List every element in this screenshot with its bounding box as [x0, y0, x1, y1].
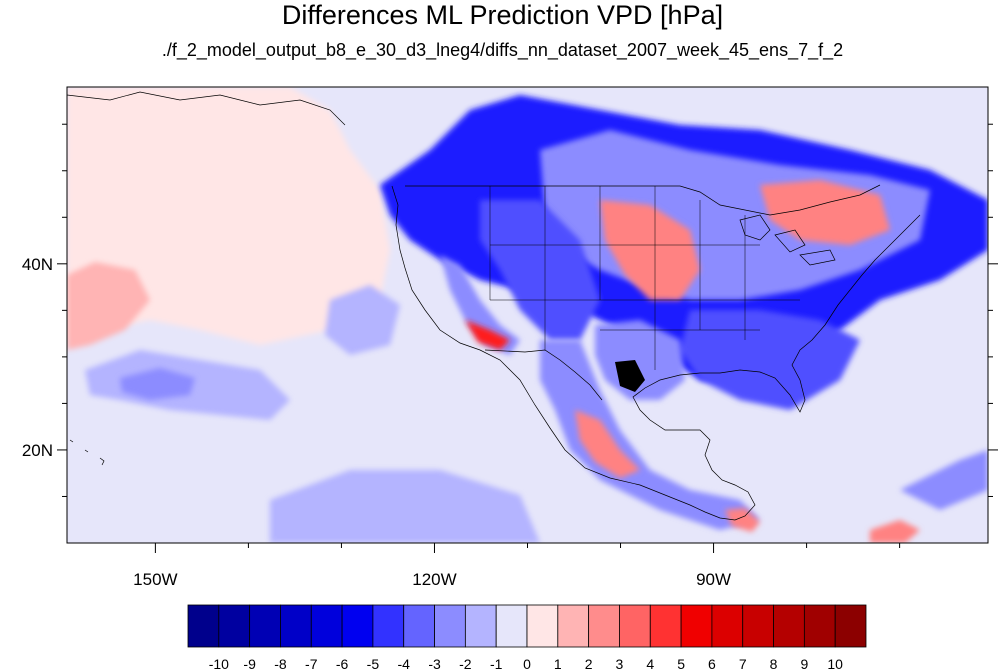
colorbar-level-label: -3 — [428, 656, 441, 672]
colorbar-swatch — [619, 604, 651, 648]
colorbar-level-label: 9 — [800, 656, 808, 672]
colorbar-labels: -10 -9 -8 -7 -6 -5 -4 -3 -2 -1 0 1 2 3 4 5 6 7 8 9 10 — [209, 656, 843, 672]
colorbar-level-label: 5 — [677, 656, 685, 672]
colorbar-swatch — [495, 604, 528, 648]
colorbar-swatch — [526, 604, 559, 648]
colorbar-swatch — [403, 604, 435, 648]
lon-tick-label: 150W — [133, 570, 177, 589]
colorbar-level-label: -1 — [490, 656, 503, 672]
anomaly-southeast-us-negative — [680, 310, 860, 410]
anomaly-mexico-negative — [540, 340, 760, 530]
anomaly-pacific-north-positive — [67, 87, 390, 345]
colorbar-level-label: -8 — [274, 656, 287, 672]
colorbar-swatch — [803, 604, 836, 648]
colorbar-swatch — [649, 604, 682, 648]
colorbar-swatch — [464, 604, 497, 648]
lat-tick-label: 40N — [22, 255, 53, 274]
anomaly-central-america-positive — [725, 508, 760, 532]
anomaly-texas-core-positive — [615, 360, 645, 392]
map-area — [67, 87, 988, 543]
hawaii-islands — [69, 439, 105, 466]
colorbar-swatch — [341, 604, 374, 648]
colorbar-level-label: -4 — [398, 656, 411, 672]
alaska-coastline — [67, 91, 346, 126]
colorbar-level-label: 4 — [646, 656, 654, 672]
anomaly-northern-plains-negative — [600, 200, 700, 300]
colorbar-level-label: -10 — [209, 656, 229, 672]
colorbar-level-label: 7 — [739, 656, 747, 672]
colorbar-swatch — [372, 604, 405, 648]
anomaly-rockies-negative — [480, 200, 600, 340]
colorbar-swatch — [588, 604, 620, 648]
lon-tick-label: 120W — [412, 570, 456, 589]
great-lakes — [739, 214, 836, 266]
us-state-borders — [489, 186, 800, 370]
us-canada-border — [405, 184, 881, 216]
anomaly-texas-positive — [595, 320, 685, 400]
anomaly-mexico-strong — [575, 410, 640, 478]
colorbar-level-label: 3 — [616, 656, 624, 672]
colorbar-swatch — [310, 604, 343, 648]
colorbar-swatch — [711, 604, 744, 648]
colorbar-level-label: -5 — [367, 656, 380, 672]
anomaly-california-positive — [440, 255, 520, 355]
anomaly-northeast-strong — [760, 180, 890, 245]
colorbar-level-label: -6 — [336, 656, 349, 672]
colorbar-swatch — [434, 604, 466, 648]
colorbar-swatch — [249, 604, 281, 648]
colorbar-level-label: 10 — [827, 656, 843, 672]
anomaly-pacific-core-negative — [120, 368, 195, 400]
colorbar-level-label: 1 — [554, 656, 562, 672]
map-subtitle: ./f_2_model_output_b8_e_30_d3_lneg4/diff… — [161, 40, 844, 60]
colorbar-level-label: 2 — [585, 656, 593, 672]
anomaly-caribbean-strong — [870, 520, 920, 543]
colorbar-level-label: 0 — [523, 656, 531, 672]
colorbar-swatch — [280, 604, 312, 648]
anomaly-caribbean-positive — [900, 450, 988, 510]
colorbar-level-label: -2 — [459, 656, 472, 672]
colorbar-swatch — [187, 604, 220, 648]
colorbar-level-label: 6 — [708, 656, 716, 672]
map-title: Differences ML Prediction VPD [hPa] — [281, 0, 724, 30]
anomaly-pacific-west-positive — [67, 262, 150, 350]
colorbar-level-label: -9 — [243, 656, 256, 672]
colorbar-swatch — [680, 604, 713, 648]
colorbar-level-label: -7 — [305, 656, 318, 672]
anomaly-pacific-east-negative — [325, 285, 400, 355]
anomaly-field — [67, 87, 988, 543]
lon-tick-label: 90W — [696, 570, 731, 589]
lat-tick-label: 20N — [22, 441, 53, 460]
us-mexico-border — [484, 349, 603, 401]
north-america-coastline — [391, 185, 921, 521]
map-lines — [67, 91, 921, 521]
colorbar-swatch — [218, 604, 251, 648]
anomaly-pacific-south-negative — [270, 470, 540, 543]
colorbar-swatch — [773, 604, 805, 648]
colorbar — [187, 604, 867, 648]
axis-tick-labels: 40N 20N 150W 120W 90W — [22, 255, 731, 589]
anomaly-southern-california-positive — [465, 320, 510, 350]
colorbar-level-label: 8 — [770, 656, 778, 672]
colorbar-swatch — [557, 604, 590, 648]
colorbar-swatch — [834, 604, 867, 648]
colorbar-swatch — [742, 604, 774, 648]
axis-ticks — [57, 123, 998, 553]
